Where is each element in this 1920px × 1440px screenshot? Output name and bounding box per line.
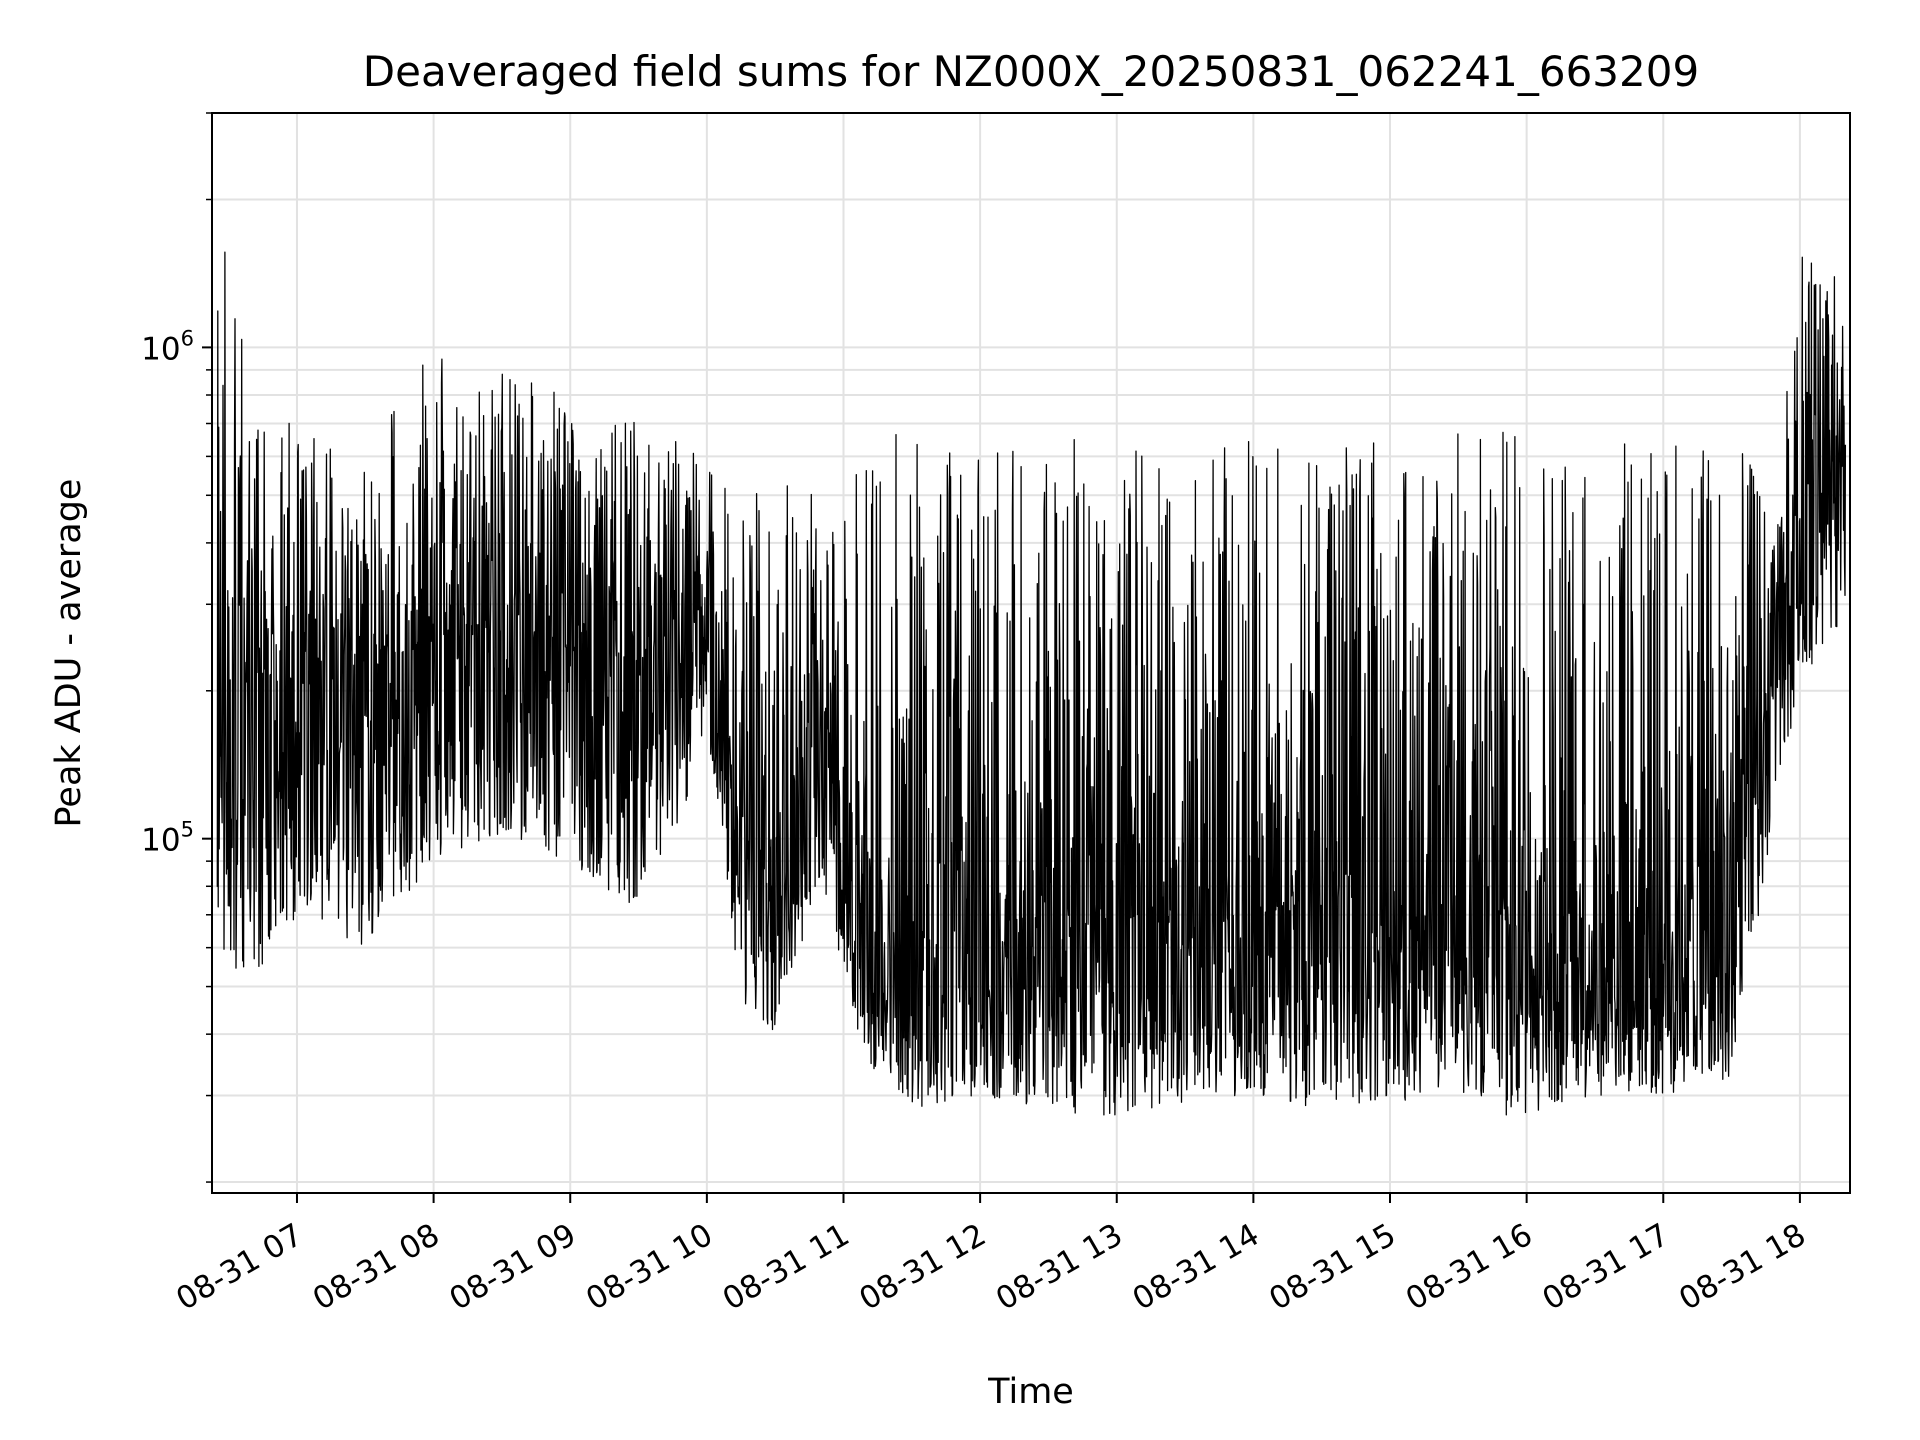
chart-title: Deaveraged field sums for NZ000X_2025083… xyxy=(363,47,1699,96)
y-tick-label-exponent: 6 xyxy=(181,326,194,350)
y-tick-label-exponent: 5 xyxy=(181,818,194,842)
series-line xyxy=(216,251,1847,1116)
data-series xyxy=(216,251,1847,1116)
y-axis-label: Peak ADU - average xyxy=(49,479,89,828)
y-tick-label: 105 xyxy=(141,818,194,859)
y-tick-label-base: 10 xyxy=(141,823,180,859)
x-axis-label: Time xyxy=(987,1372,1074,1412)
y-tick-label: 106 xyxy=(141,326,194,367)
plot-frame xyxy=(211,112,1851,1194)
y-tick-label-base: 10 xyxy=(141,331,180,367)
